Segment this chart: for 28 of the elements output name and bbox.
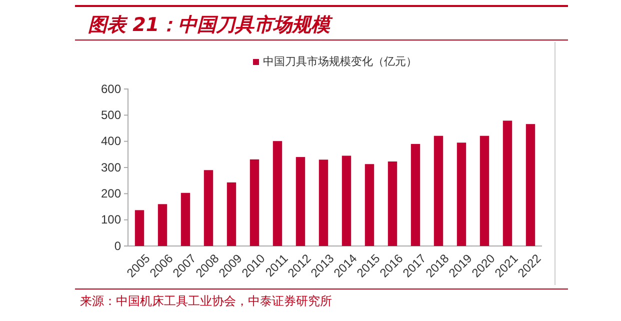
bar [388,161,398,246]
bar [342,156,352,246]
bar [134,210,144,246]
y-tick-label: 300 [100,160,122,174]
bar [526,124,536,246]
bar [158,204,168,246]
chart-title: 图表 21：中国刀具市场规模 [88,14,334,36]
bar [250,159,260,246]
bar [502,120,512,246]
bar [180,192,190,246]
bar [410,144,420,246]
bar [434,136,444,246]
y-tick-label: 200 [100,186,122,201]
bar [204,170,214,246]
legend-label: 中国刀具市场规模变化（亿元） [263,55,417,68]
bar [364,164,374,246]
bar [226,182,236,246]
bar [296,157,306,246]
y-tick-label: 500 [100,108,122,122]
y-tick-label: 100 [100,212,122,227]
bar [272,141,282,246]
bar [318,160,328,246]
y-tick-label: 0 [114,238,122,253]
bar [480,136,490,246]
y-tick-label: 600 [100,82,122,96]
source-note: 来源：中国机床工具工业协会，中泰证券研究所 [80,294,332,308]
y-tick-label: 400 [100,134,122,148]
bar [456,142,466,246]
